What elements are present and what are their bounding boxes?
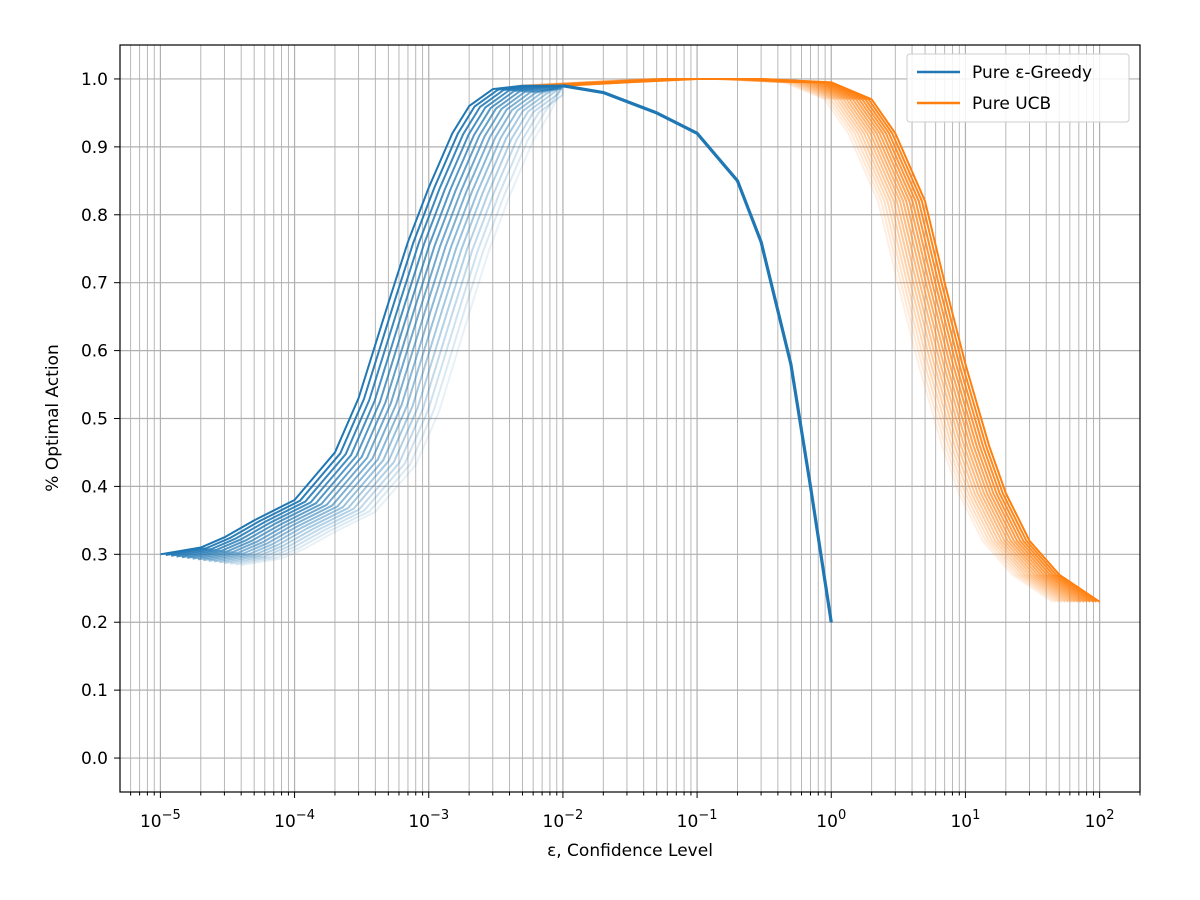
greedy-tail-line [562, 84, 833, 623]
series-layer [160, 77, 1101, 623]
legend-label-ucb: Pure UCB [972, 94, 1051, 114]
legend-box [906, 53, 1130, 123]
y-tick-label: 0.6 [81, 342, 108, 362]
x-tick-label: 10−4 [274, 808, 315, 832]
x-tick-label: 10−2 [543, 808, 584, 832]
y-tick-label: 0.1 [81, 681, 108, 701]
x-tick-label: 10−1 [677, 808, 718, 832]
ucb-line [562, 77, 1101, 603]
y-tick-label: 0.5 [81, 410, 108, 430]
grid [120, 45, 1141, 792]
legend: Pure ε-Greedy Pure UCB [906, 53, 1130, 123]
y-tick-label: 0.2 [81, 613, 108, 633]
x-tick-label: 10−3 [408, 808, 449, 832]
y-tick-label: 0.7 [81, 274, 108, 294]
ticks: 0.0 0.1 0.2 0.3 0.4 0.5 0.6 0.7 0.8 0.9 1.0 10−5 10−… [81, 70, 1141, 832]
x-tick-label: 101 [950, 808, 980, 832]
x-tick-label: 10−5 [140, 808, 181, 832]
y-axis-label: % Optimal Action [43, 344, 63, 491]
y-tick-label: 0.8 [81, 206, 108, 226]
x-tick-label: 102 [1085, 808, 1115, 832]
x-axis-label: ε, Confidence Level [547, 841, 713, 861]
y-tick-label: 0.3 [81, 545, 108, 565]
y-tick-label: 0.9 [81, 138, 108, 158]
x-tick-label: 100 [816, 808, 846, 832]
y-tick-label: 0.4 [81, 477, 108, 497]
y-tick-label: 1.0 [81, 70, 108, 90]
legend-label-greedy: Pure ε-Greedy [972, 63, 1092, 83]
y-tick-label: 0.0 [81, 749, 108, 769]
